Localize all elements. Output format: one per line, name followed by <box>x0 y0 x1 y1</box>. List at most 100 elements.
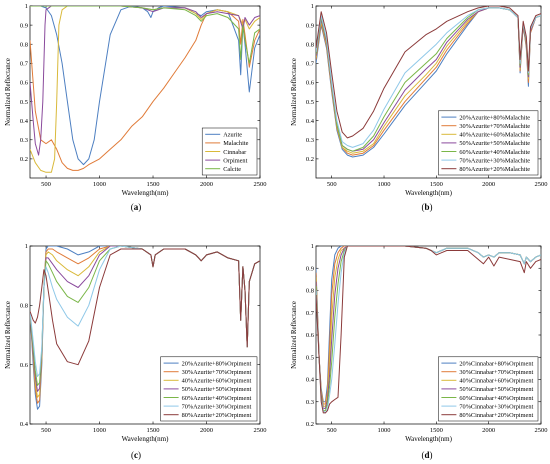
y-tick-label: 0.5 <box>306 99 314 106</box>
legend: 20%Cinnabar+80%Orpiment 30%Cinnabar+70%Or… <box>438 356 539 422</box>
x-tick-label: 500 <box>41 427 51 434</box>
x-tick-label: 2000 <box>200 427 213 434</box>
x-axis-label: Wavelength(nm) <box>405 189 453 197</box>
y-tick-label: 0.3 <box>306 137 314 144</box>
legend-entry: 50%Azurite+50%Orpiment <box>182 386 252 393</box>
x-tick-label: 2500 <box>254 427 267 434</box>
y-tick-label: 0.7 <box>306 61 315 68</box>
series-group <box>316 6 541 158</box>
y-tick-label: 0.5 <box>20 99 28 106</box>
y-tick-label: 0.6 <box>306 332 315 339</box>
y-tick-label: 0.4 <box>20 421 29 428</box>
x-tick-label: 1500 <box>147 427 160 434</box>
series-group <box>30 6 260 173</box>
y-tick-label: 0.9 <box>20 22 28 29</box>
legend: 20%Azurite+80%Malachite 30%Azurite+70%Mal… <box>438 110 539 176</box>
panel-label: (c) <box>131 450 141 460</box>
y-tick-label: 0.9 <box>306 22 314 29</box>
y-tick-label: 0.4 <box>306 377 315 384</box>
series-line-6 <box>316 6 541 139</box>
legend-entry: Cinnabar <box>223 149 247 156</box>
x-tick-label: 1500 <box>430 427 443 434</box>
x-tick-label: 500 <box>327 427 337 434</box>
y-tick-label: 0.8 <box>306 288 314 295</box>
y-tick-label: 0.7 <box>20 61 29 68</box>
chart-panel-a: 500 1000 1500 2000 2500 0.2 0.3 0.4 0.5 0.6 0.7 0.8… <box>4 3 267 212</box>
legend-entry: 80%Cinnabar+20%Orpiment <box>459 412 533 419</box>
x-tick-label: 2500 <box>254 181 267 188</box>
x-tick-label: 2000 <box>482 181 495 188</box>
legend-entry: 40%Azurite+60%Orpiment <box>182 378 252 385</box>
x-tick-label: 2500 <box>535 181 548 188</box>
y-tick-label: 0.5 <box>306 354 314 361</box>
panel-label: (d) <box>421 450 432 460</box>
legend-entry: 40%Azurite+60%Malachite <box>459 132 530 139</box>
legend-entry: 60%Azurite+40%Malachite <box>459 149 530 156</box>
x-axis-label: Wavelength(nm) <box>122 189 170 197</box>
x-tick-label: 2500 <box>535 427 548 434</box>
legend: 20%Azurite+80%Orpiment 30%Azurite+70%Orpi… <box>160 356 258 422</box>
y-tick-label: 0.2 <box>20 156 28 163</box>
x-tick-label: 500 <box>41 181 51 188</box>
y-tick-label: 0.6 <box>20 80 29 87</box>
legend-entry: 50%Cinnabar+50%Orpiment <box>459 386 533 393</box>
legend-entry: 30%Azurite+70%Malachite <box>459 123 530 130</box>
x-tick-label: 2000 <box>200 181 213 188</box>
y-tick-label: 0.2 <box>306 156 314 163</box>
panel-label: (b) <box>421 202 432 212</box>
legend-entry: 30%Azurite+70%Orpiment <box>182 369 252 376</box>
y-tick-label: 1 <box>25 3 28 10</box>
y-tick-label: 0.3 <box>20 137 28 144</box>
legend-entry: 70%Azurite+30%Orpiment <box>182 403 252 410</box>
y-tick-label: 0.7 <box>306 310 315 317</box>
y-axis-label: Normalized Reflectance <box>4 301 12 369</box>
legend-entry: 70%Cinnabar+30%Orpiment <box>459 403 533 410</box>
y-tick-label: 0.3 <box>306 399 314 406</box>
x-axis-label: Wavelength(nm) <box>122 435 170 443</box>
y-tick-label: 0.2 <box>306 421 314 428</box>
chart-panel-b: 500 1000 1500 2000 2500 0.2 0.3 0.4 0.5 0.6 0.7 0.8… <box>290 3 548 212</box>
y-tick-label: 0.8 <box>306 41 314 48</box>
legend-entry: 20%Azurite+80%Orpiment <box>182 360 252 367</box>
x-tick-label: 1500 <box>430 181 443 188</box>
legend-entry: 80%Azurite+20%Malachite <box>459 166 530 173</box>
legend-entry: 20%Cinnabar+80%Orpiment <box>459 360 533 367</box>
legend-entry: 70%Azurite+30%Malachite <box>459 157 530 164</box>
legend-entry: 50%Azurite+50%Malachite <box>459 140 530 147</box>
y-tick-label: 1 <box>25 243 28 250</box>
legend-entry: 80%Azurite+20%Orpiment <box>182 412 252 419</box>
legend-entry: 60%Azurite+40%Orpiment <box>182 395 252 402</box>
x-axis-label: Wavelength(nm) <box>405 435 453 443</box>
legend-entry: 20%Azurite+80%Malachite <box>459 114 530 121</box>
x-tick-label: 1000 <box>93 427 106 434</box>
x-tick-label: 1000 <box>378 181 391 188</box>
series-line-1 <box>30 9 260 171</box>
legend-entry: 60%Cinnabar+40%Orpiment <box>459 395 533 402</box>
series-group <box>30 246 260 410</box>
series-line-0 <box>30 6 260 166</box>
y-tick-label: 0.8 <box>20 303 28 310</box>
x-tick-label: 1500 <box>147 181 160 188</box>
y-tick-label: 1 <box>311 243 314 250</box>
x-tick-label: 1000 <box>93 181 106 188</box>
x-tick-label: 500 <box>327 181 337 188</box>
legend-entry: 30%Cinnabar+70%Orpiment <box>459 369 533 376</box>
legend-entry: Calcite <box>223 166 241 173</box>
chart-panel-d: 500 1000 1500 2000 2500 0.2 0.3 0.4 0.5 0.6 0.7 0.8… <box>290 243 548 460</box>
x-tick-label: 1000 <box>378 427 391 434</box>
series-line-6 <box>316 246 541 414</box>
y-tick-label: 0.6 <box>20 362 29 369</box>
y-tick-label: 0.4 <box>306 118 315 125</box>
series-line-4 <box>30 6 260 64</box>
legend-entry: Malachite <box>223 140 248 147</box>
legend-entry: 40%Cinnabar+60%Orpiment <box>459 378 533 385</box>
legend-entry: Orpiment <box>223 157 247 164</box>
x-tick-label: 2000 <box>482 427 495 434</box>
y-axis-label: Normalized Reflectance <box>290 301 298 369</box>
y-axis-label: Normalized Reflectance <box>4 58 12 126</box>
legend-entry: Azurite <box>223 132 242 139</box>
y-tick-label: 0.8 <box>20 41 28 48</box>
y-tick-label: 0.9 <box>306 265 314 272</box>
